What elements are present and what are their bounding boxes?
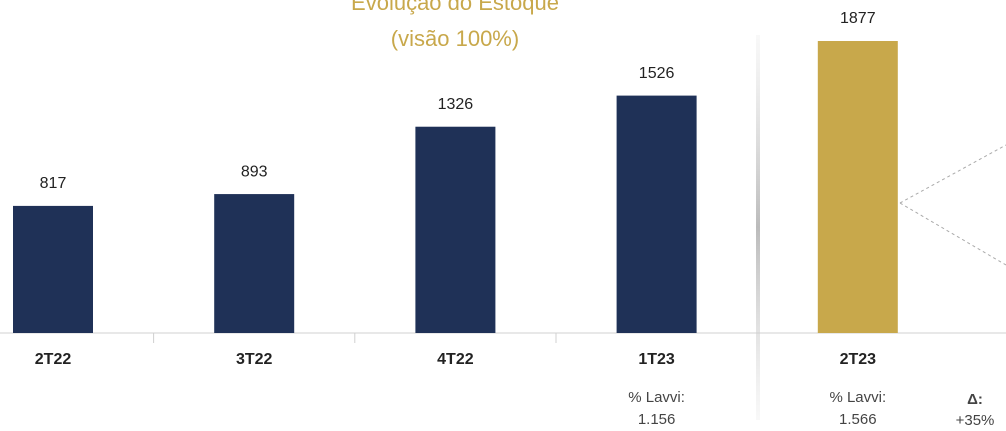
chart-subtitle: (visão 100%) <box>391 26 519 51</box>
data-label: 817 <box>40 175 67 192</box>
annotation-value: 1.566 <box>839 411 877 428</box>
bar <box>817 41 898 333</box>
x-tick-label: 2T22 <box>35 351 72 368</box>
connector <box>899 144 1006 204</box>
connector <box>899 202 1006 266</box>
annotation-value: 1.156 <box>638 411 676 428</box>
divider <box>756 35 760 420</box>
bar <box>214 194 295 333</box>
data-label: 893 <box>241 163 268 180</box>
data-label: 1526 <box>639 65 675 82</box>
x-tick-label: 1T23 <box>638 351 675 368</box>
annotation-label: % Lavvi: <box>829 389 886 406</box>
data-label: 1877 <box>840 10 876 27</box>
bar <box>13 205 93 333</box>
bar <box>415 126 496 333</box>
x-tick-label: 2T23 <box>840 351 877 368</box>
delta-value: +35% <box>956 412 995 429</box>
x-tick-label: 4T22 <box>437 351 474 368</box>
chart-title: Evolução do Estoque <box>351 0 559 15</box>
bar <box>616 95 697 333</box>
annotation-label: % Lavvi: <box>628 389 685 406</box>
delta-label: Δ: <box>967 391 983 408</box>
data-label: 1326 <box>438 96 474 113</box>
x-tick-label: 3T22 <box>236 351 273 368</box>
